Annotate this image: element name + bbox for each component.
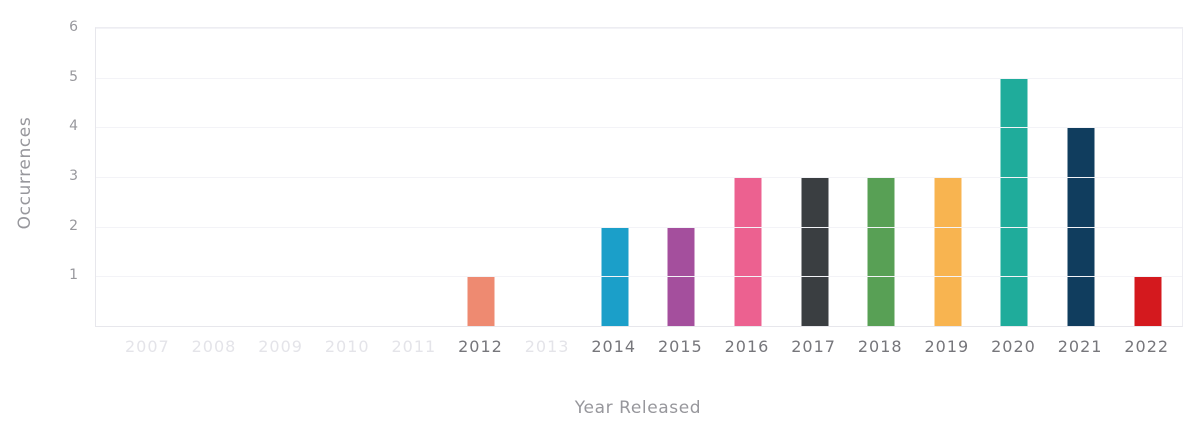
gridline-1	[96, 276, 1182, 278]
x-tick-2016: 2016	[724, 337, 770, 356]
x-tick-2014: 2014	[591, 337, 637, 356]
band-2020	[981, 28, 1048, 326]
x-tick-2018: 2018	[857, 337, 903, 356]
x-tick-2009: 2009	[258, 337, 303, 356]
x-tick-2022: 2022	[1124, 337, 1170, 356]
y-tick-4: 4	[69, 118, 79, 135]
bar-2020[interactable]	[1000, 77, 1028, 326]
gridline-2	[96, 226, 1182, 228]
bar-2012[interactable]	[467, 276, 495, 326]
x-tick-2008: 2008	[191, 337, 237, 356]
y-tick-1: 1	[69, 267, 79, 284]
x-tick-2019: 2019	[924, 337, 970, 356]
x-tick-2013: 2013	[524, 337, 570, 356]
bar-2016[interactable]	[734, 177, 762, 326]
y-tick-3: 3	[69, 168, 79, 184]
x-tick-2012: 2012	[458, 337, 503, 356]
y-tick-6: 6	[69, 19, 79, 35]
gridline-4	[96, 127, 1182, 129]
y-axis-ticks: 1 2 3 4 5 6	[0, 19, 87, 325]
x-tick-2011: 2011	[391, 337, 437, 356]
gridline-3	[96, 177, 1182, 178]
x-tick-2017: 2017	[791, 337, 836, 356]
plot-area	[95, 27, 1183, 327]
x-tick-2020: 2020	[991, 337, 1036, 356]
x-tick-2021: 2021	[1057, 337, 1103, 356]
x-tick-2010: 2010	[324, 337, 370, 356]
bar-2022[interactable]	[1134, 276, 1162, 326]
band-2019	[915, 28, 982, 326]
band-2016	[715, 28, 782, 326]
gridline-5	[96, 77, 1182, 79]
band-2012	[448, 28, 515, 326]
gridline-6	[96, 28, 1182, 29]
x-axis-title: Year Released	[574, 398, 702, 418]
band-2018	[848, 28, 915, 326]
bar-2019[interactable]	[934, 177, 962, 326]
bar-2017[interactable]	[801, 177, 829, 326]
x-tick-2007: 2007	[124, 337, 170, 356]
bar-2018[interactable]	[867, 177, 895, 326]
band-2017	[781, 28, 848, 326]
y-tick-5: 5	[69, 68, 79, 85]
y-tick-2: 2	[69, 217, 79, 234]
x-axis-ticks: 2007 2008 2009 2010 2011 2012 2013 2014 2015 2016…	[114, 337, 1180, 356]
x-tick-2015: 2015	[657, 337, 703, 356]
band-2022	[1114, 28, 1181, 326]
